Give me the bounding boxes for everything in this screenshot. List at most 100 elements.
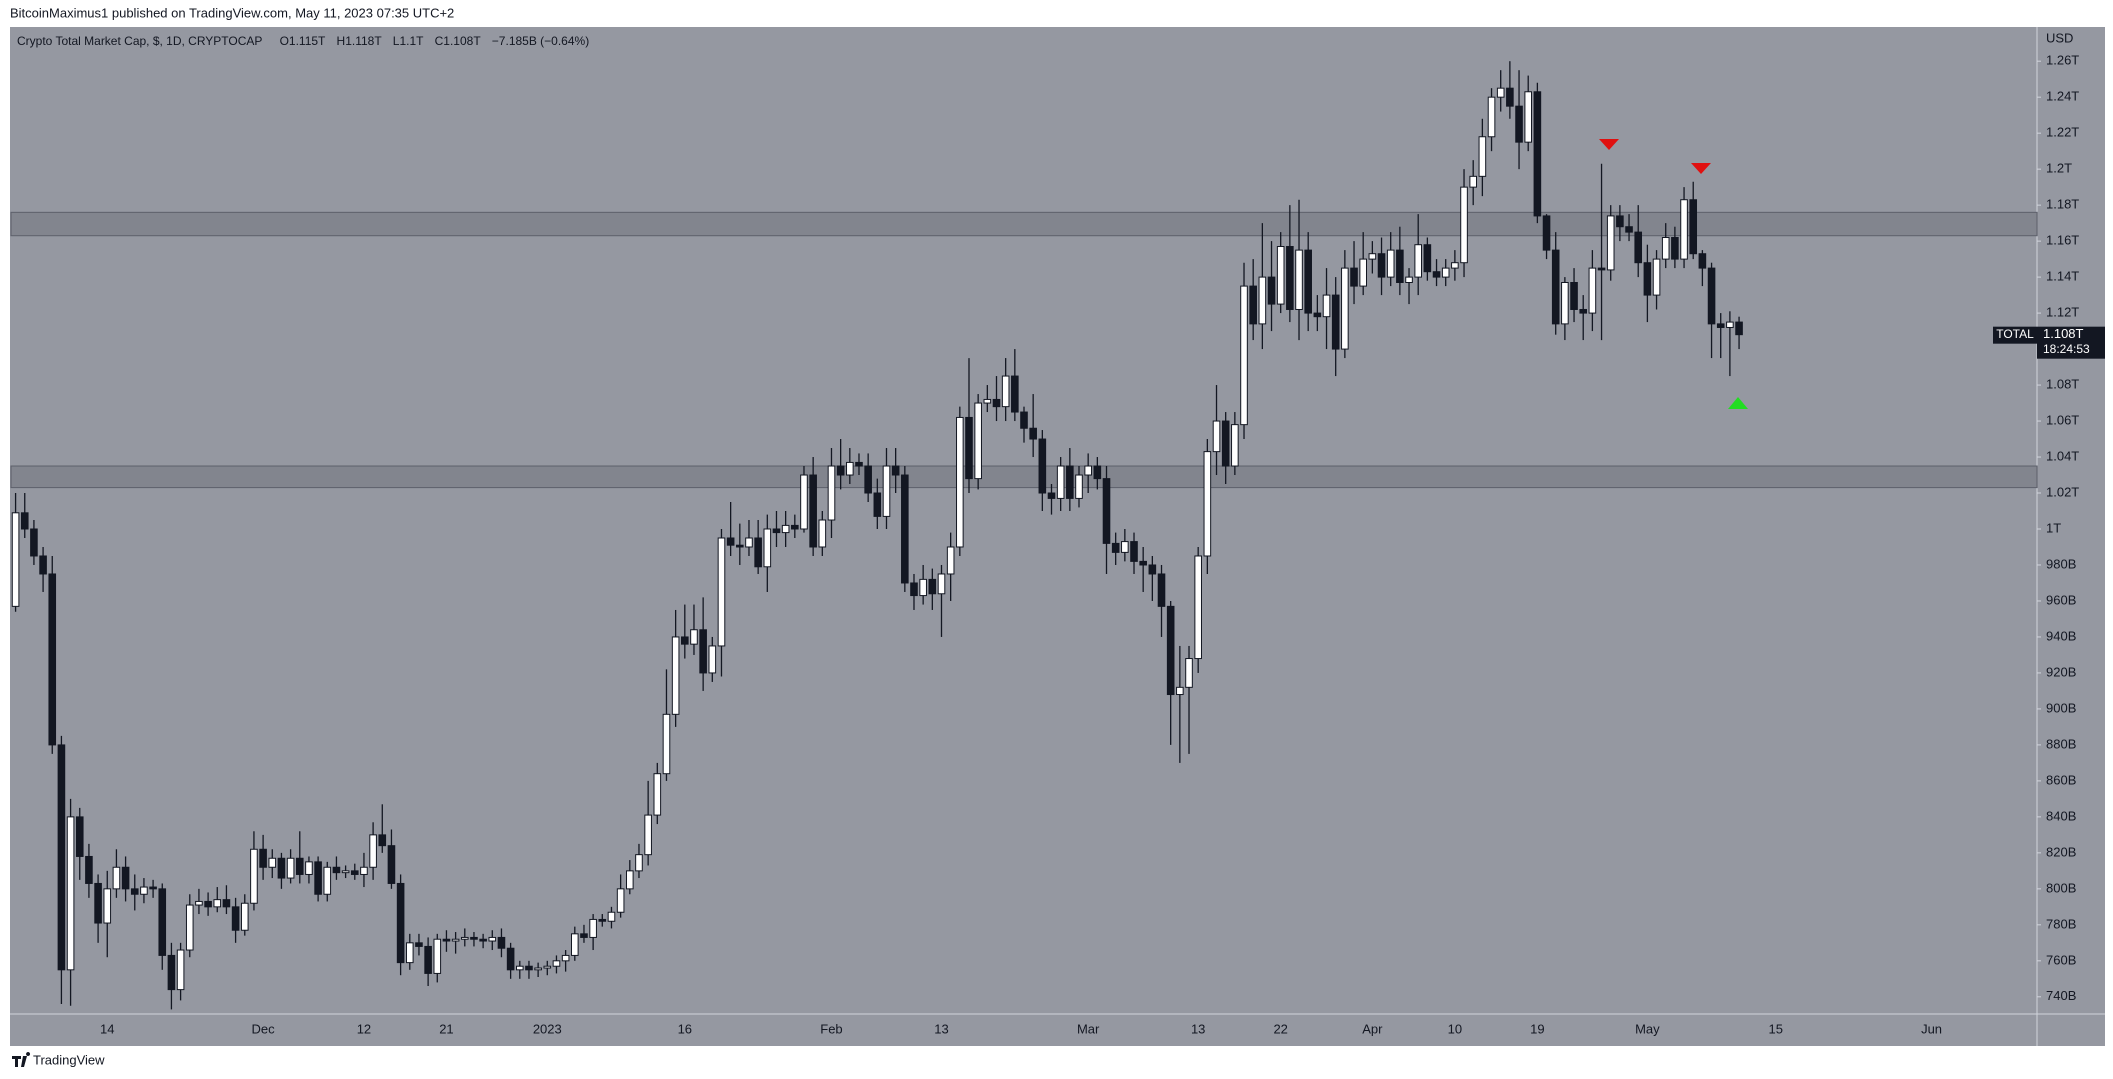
y-tick-label: 1.18T xyxy=(2046,197,2079,212)
candle-body xyxy=(85,855,93,884)
candle-body xyxy=(836,465,845,476)
candle-body xyxy=(1286,246,1294,310)
candle-body xyxy=(910,582,918,597)
candle-body xyxy=(75,816,84,857)
candle-body xyxy=(1001,375,1010,408)
candle-body xyxy=(369,834,377,868)
legend-value: 1.115T xyxy=(289,34,326,48)
candle-body xyxy=(543,965,552,969)
candle-body xyxy=(1185,658,1193,688)
candle-body xyxy=(20,512,29,530)
y-tick-label: 760B xyxy=(2046,952,2076,967)
y-tick-label: 1.04T xyxy=(2046,448,2079,463)
candle-body xyxy=(855,461,863,467)
candle-body xyxy=(515,965,524,971)
candle-body xyxy=(1487,96,1496,138)
candle-body xyxy=(561,954,570,962)
candle-body xyxy=(378,834,387,847)
plot-area xyxy=(10,61,2038,1010)
candle-body xyxy=(1542,215,1551,251)
candle-body xyxy=(103,888,112,924)
x-tick-label: Mar xyxy=(1077,1021,1100,1036)
candle-body xyxy=(149,886,157,890)
last-price-name-box xyxy=(1993,326,2037,344)
candle-body xyxy=(415,942,423,947)
candle-body xyxy=(653,773,662,816)
candle-body xyxy=(1276,246,1285,305)
legend: Crypto Total Market Cap, $, 1D, CRYPTOCA… xyxy=(17,34,589,48)
candle-body xyxy=(809,474,817,548)
candle-body xyxy=(94,882,102,924)
candle-body xyxy=(1588,267,1597,314)
x-tick-label: Jun xyxy=(1921,1021,1942,1036)
candle-body xyxy=(1011,375,1019,413)
candle-body xyxy=(488,936,497,942)
candle-body xyxy=(1671,237,1679,260)
y-tick-label: 1.24T xyxy=(2046,89,2079,104)
x-tick-label: 22 xyxy=(1273,1021,1287,1036)
candle-body xyxy=(1597,267,1606,271)
last-price-countdown: 18:24:53 xyxy=(2043,342,2090,356)
y-tick-label: 1.08T xyxy=(2046,376,2079,391)
candle-body xyxy=(1056,465,1065,499)
candle-body xyxy=(158,888,167,956)
candle-body xyxy=(433,938,442,974)
candle-body xyxy=(167,954,176,991)
x-tick-label: May xyxy=(1635,1021,1660,1036)
y-tick-label: 840B xyxy=(2046,808,2076,823)
candle-body xyxy=(781,524,790,534)
y-tick-label: 1T xyxy=(2046,520,2061,535)
candle-body xyxy=(525,965,533,971)
legend-value: 1.108T xyxy=(443,34,481,48)
candle-body xyxy=(424,945,432,974)
legend-change: −7.185B (−0.64%) xyxy=(492,34,589,48)
y-tick-label: 1.06T xyxy=(2046,412,2079,427)
x-tick-label: 2023 xyxy=(533,1021,562,1036)
candle-body xyxy=(1240,285,1248,426)
logo-mark xyxy=(12,1052,31,1067)
y-tick-label: 1.2T xyxy=(2046,161,2072,176)
candle-body xyxy=(1267,276,1276,305)
y-tick-label: 960B xyxy=(2046,592,2076,607)
candle-body xyxy=(1212,420,1221,453)
candle-body xyxy=(1066,465,1074,499)
candle-body xyxy=(1359,258,1367,287)
candle-body xyxy=(121,866,130,890)
candle-body xyxy=(1625,226,1633,233)
legend-key: L xyxy=(393,34,400,48)
candle-body xyxy=(1432,271,1441,278)
y-tick-label: 1.14T xyxy=(2046,269,2079,284)
candle-body xyxy=(66,816,75,971)
candle-body xyxy=(1130,541,1138,562)
candle-body xyxy=(580,933,588,938)
zone xyxy=(10,211,2038,237)
y-tick-label: 1.02T xyxy=(2046,484,2079,499)
candle-body xyxy=(791,524,799,530)
brand: TradingView xyxy=(33,1052,105,1067)
candle-body xyxy=(626,870,634,890)
candle-body xyxy=(1515,105,1523,143)
candle-body xyxy=(1350,267,1358,287)
resistance-marker xyxy=(1691,163,1711,174)
candle-body xyxy=(1689,199,1698,255)
x-tick-label: 13 xyxy=(1191,1021,1205,1036)
candle-body xyxy=(1121,541,1129,553)
candle-body xyxy=(1606,215,1615,271)
candle-body xyxy=(699,629,707,674)
candle-body xyxy=(323,866,332,895)
chart-panel xyxy=(10,27,2105,1046)
candle-body xyxy=(644,814,652,856)
candle-body xyxy=(277,857,286,879)
candle-body xyxy=(846,461,854,476)
candle-body xyxy=(250,848,258,904)
x-tick-label: Feb xyxy=(820,1021,842,1036)
candle-body xyxy=(598,918,607,922)
candle-body xyxy=(460,936,469,940)
candle-body xyxy=(268,857,277,868)
candle-body xyxy=(1231,424,1239,467)
candle-body xyxy=(11,512,20,607)
candle-body xyxy=(204,900,212,908)
x-tick-label: 19 xyxy=(1530,1021,1544,1036)
candle-body xyxy=(1634,231,1643,264)
